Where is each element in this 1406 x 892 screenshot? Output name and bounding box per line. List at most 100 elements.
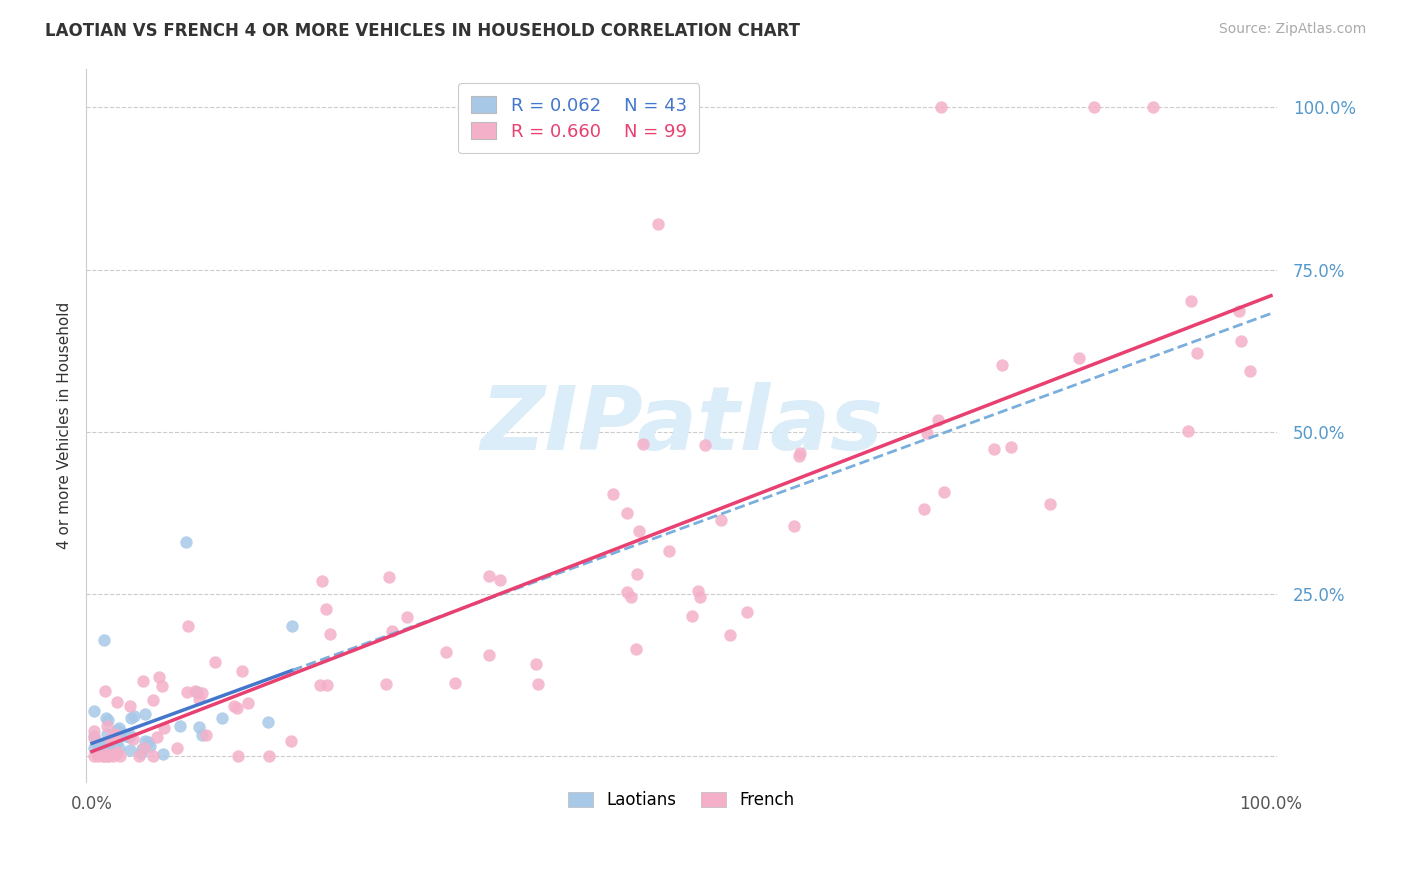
Point xyxy=(83,729,105,743)
Point xyxy=(309,678,332,692)
Point xyxy=(94,684,117,698)
Legend: Laotians, French: Laotians, French xyxy=(561,785,801,816)
Point xyxy=(83,748,105,763)
Point xyxy=(194,728,217,742)
Point xyxy=(83,741,105,756)
Point xyxy=(153,721,176,735)
Point xyxy=(166,741,188,756)
Point xyxy=(108,721,131,735)
Point xyxy=(281,619,304,633)
Point xyxy=(114,729,136,743)
Text: LAOTIAN VS FRENCH 4 OR MORE VEHICLES IN HOUSEHOLD CORRELATION CHART: LAOTIAN VS FRENCH 4 OR MORE VEHICLES IN … xyxy=(45,22,800,40)
Point xyxy=(150,679,173,693)
Point xyxy=(686,584,709,599)
Point xyxy=(96,719,118,733)
Point xyxy=(101,748,124,763)
Point xyxy=(108,748,131,763)
Point xyxy=(87,738,110,752)
Point xyxy=(96,747,118,762)
Point xyxy=(489,573,512,587)
Text: Source: ZipAtlas.com: Source: ZipAtlas.com xyxy=(1219,22,1367,37)
Point xyxy=(146,730,169,744)
Point xyxy=(122,709,145,723)
Point xyxy=(257,714,280,729)
Point xyxy=(93,744,115,758)
Point xyxy=(187,720,209,734)
Point xyxy=(1230,334,1253,348)
Point xyxy=(186,685,208,699)
Point xyxy=(225,701,247,715)
Point xyxy=(315,602,337,616)
Point xyxy=(1069,351,1091,365)
Point xyxy=(187,692,209,706)
Point xyxy=(280,734,302,748)
Point xyxy=(381,624,404,639)
Point xyxy=(524,657,547,671)
Point xyxy=(191,685,214,699)
Point xyxy=(932,484,955,499)
Point xyxy=(97,713,120,727)
Point xyxy=(131,741,153,756)
Point xyxy=(1142,100,1164,114)
Point xyxy=(647,217,669,231)
Point xyxy=(110,725,132,739)
Point xyxy=(86,747,108,761)
Point xyxy=(375,677,398,691)
Point xyxy=(105,745,128,759)
Point xyxy=(105,733,128,747)
Point xyxy=(98,739,121,754)
Point xyxy=(93,748,115,763)
Point xyxy=(98,732,121,747)
Point xyxy=(136,735,159,749)
Point xyxy=(103,730,125,744)
Point xyxy=(97,748,120,763)
Point xyxy=(915,425,938,440)
Point xyxy=(616,585,638,599)
Point xyxy=(311,574,333,588)
Point xyxy=(83,731,105,746)
Point xyxy=(83,704,105,718)
Point xyxy=(103,747,125,761)
Point xyxy=(658,543,681,558)
Point xyxy=(120,711,142,725)
Point xyxy=(97,738,120,752)
Y-axis label: 4 or more Vehicles in Household: 4 or more Vehicles in Household xyxy=(58,301,72,549)
Point xyxy=(616,506,638,520)
Point xyxy=(789,446,811,460)
Point xyxy=(176,619,198,633)
Point xyxy=(689,590,711,604)
Point xyxy=(87,748,110,763)
Point xyxy=(132,673,155,688)
Point xyxy=(101,745,124,759)
Text: ZIPatlas: ZIPatlas xyxy=(479,382,883,468)
Point xyxy=(104,727,127,741)
Point xyxy=(174,534,197,549)
Point xyxy=(211,711,233,725)
Point xyxy=(602,487,624,501)
Point xyxy=(228,748,250,763)
Point xyxy=(120,743,142,757)
Point xyxy=(1180,294,1202,309)
Point xyxy=(132,741,155,756)
Point xyxy=(627,524,650,539)
Point xyxy=(118,699,141,714)
Point xyxy=(624,642,647,657)
Point xyxy=(1239,364,1261,378)
Point xyxy=(128,748,150,763)
Point xyxy=(134,734,156,748)
Point xyxy=(91,738,114,752)
Point xyxy=(789,449,811,463)
Point xyxy=(122,732,145,747)
Point xyxy=(912,501,935,516)
Point xyxy=(783,518,806,533)
Point xyxy=(378,570,401,584)
Point xyxy=(83,724,105,739)
Point xyxy=(444,676,467,690)
Point xyxy=(176,685,198,699)
Point xyxy=(927,413,949,427)
Point xyxy=(693,437,716,451)
Point xyxy=(91,748,114,763)
Point xyxy=(118,728,141,742)
Point xyxy=(436,645,458,659)
Point xyxy=(142,693,165,707)
